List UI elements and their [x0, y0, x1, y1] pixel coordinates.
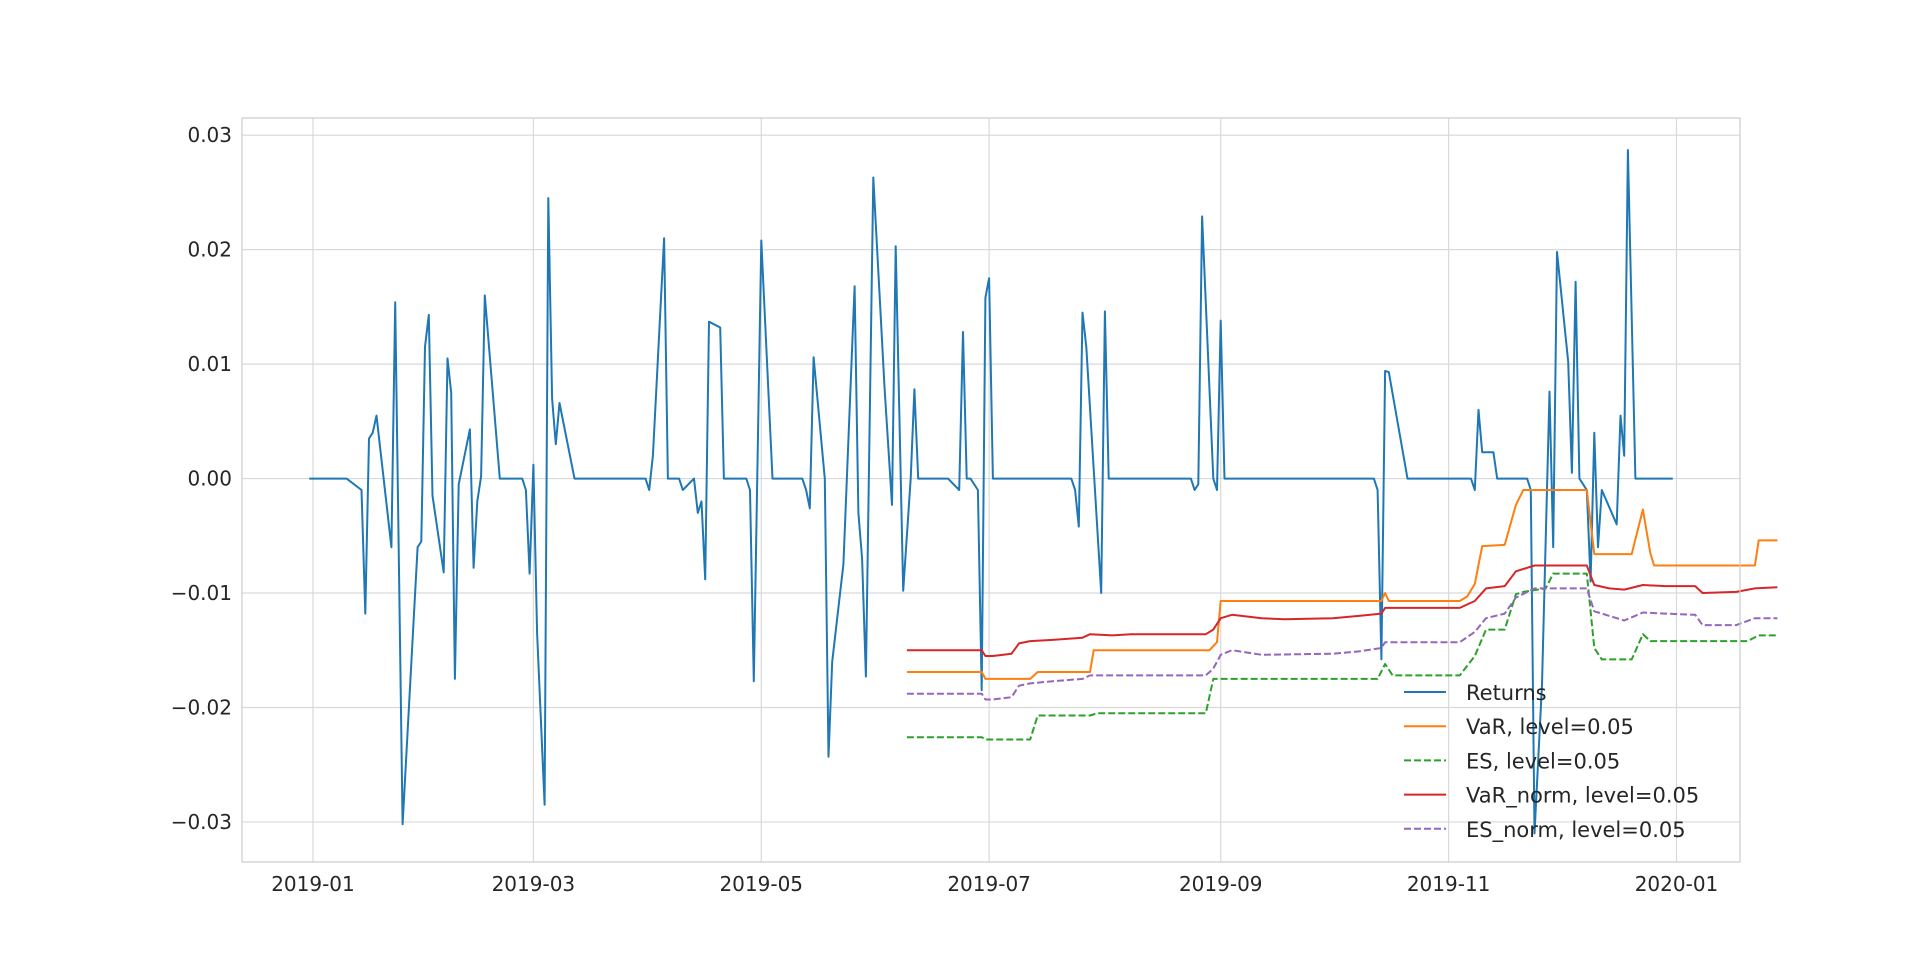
- legend-label: ES, level=0.05: [1466, 749, 1620, 773]
- y-tick-label: 0.01: [187, 352, 232, 376]
- legend-item: ES_norm, level=0.05: [1404, 818, 1686, 843]
- x-tick-label: 2019-03: [492, 872, 576, 896]
- legend-label: VaR, level=0.05: [1466, 715, 1634, 739]
- legend-item: VaR_norm, level=0.05: [1404, 784, 1699, 809]
- legend: Returns VaR, level=0.05 ES, level=0.05 VaR_…: [1404, 681, 1699, 843]
- series-line-2: [906, 489, 1778, 680]
- tick-labels: 0.03 0.02 0.01 0.00 −0.01 −0.02 −0.03 2019-01 20…: [171, 123, 1719, 896]
- legend-label: Returns: [1466, 681, 1547, 705]
- series-line-4: [906, 564, 1778, 657]
- legend-label: VaR_norm, level=0.05: [1466, 784, 1699, 809]
- y-tick-label: 0.00: [187, 467, 232, 491]
- y-tick-label: −0.03: [171, 810, 232, 834]
- series-line-3: [906, 572, 1778, 741]
- x-tick-label: 2019-05: [719, 872, 803, 896]
- x-tick-label: 2019-09: [1179, 872, 1263, 896]
- y-tick-label: −0.02: [171, 695, 232, 719]
- plot-frame: [241, 117, 1741, 863]
- x-tick-label: 2019-01: [271, 872, 355, 896]
- series-layer: [309, 149, 1778, 835]
- legend-item: ES, level=0.05: [1404, 749, 1620, 773]
- y-tick-label: 0.03: [187, 123, 232, 147]
- x-tick-label: 2019-07: [947, 872, 1031, 896]
- grid: [242, 118, 1740, 862]
- x-tick-label: 2020-01: [1635, 872, 1719, 896]
- legend-label: ES_norm, level=0.05: [1466, 818, 1686, 843]
- series-line-1: [309, 149, 1673, 835]
- y-tick-label: −0.01: [171, 581, 232, 605]
- x-tick-label: 2019-11: [1407, 872, 1491, 896]
- legend-item: Returns: [1404, 681, 1547, 705]
- y-tick-label: 0.02: [187, 238, 232, 262]
- legend-item: VaR, level=0.05: [1404, 715, 1634, 739]
- series-line-5: [906, 587, 1778, 701]
